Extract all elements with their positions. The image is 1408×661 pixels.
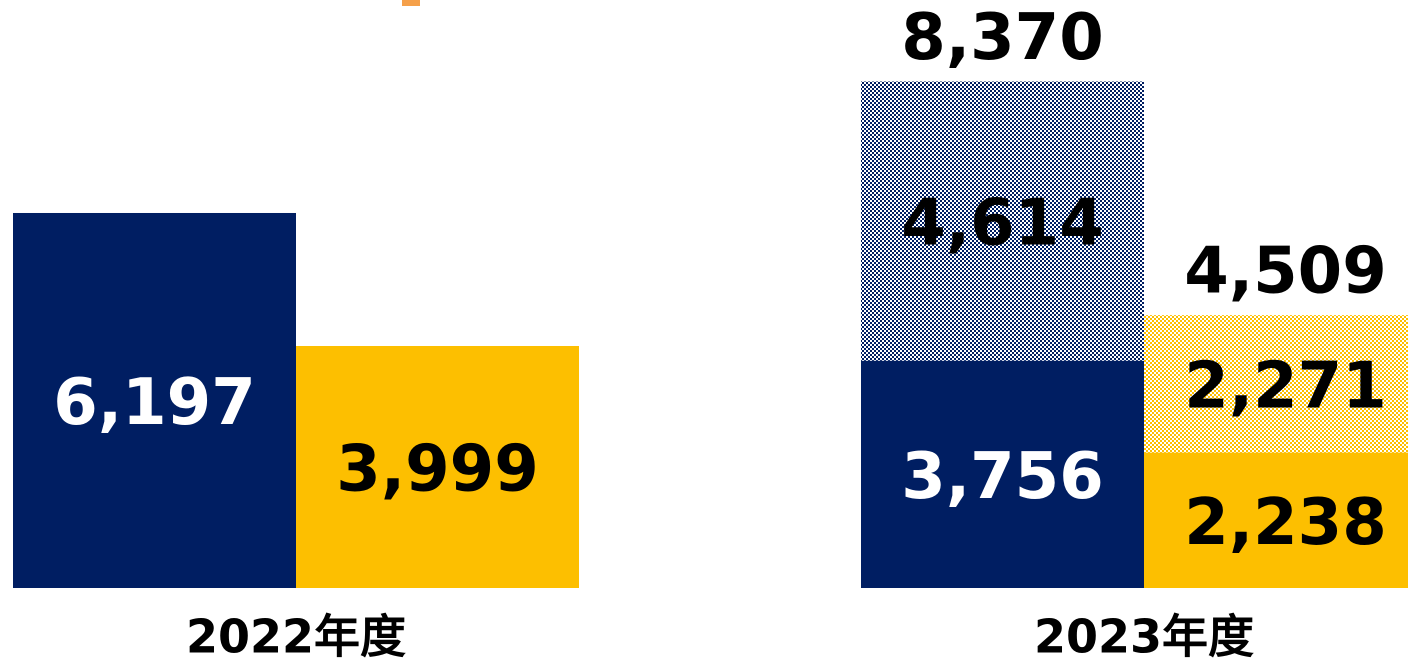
value-label: 3,999 (336, 433, 538, 507)
bar-segment (1144, 315, 1408, 453)
total-label: 4,509 (1184, 235, 1386, 309)
category-label: 2022年度 (186, 610, 406, 661)
value-label: 4,614 (901, 187, 1103, 261)
bar-segment (861, 360, 1144, 588)
value-label: 3,756 (901, 440, 1103, 514)
total-label: 8,370 (901, 1, 1103, 75)
bar-segment (13, 212, 296, 589)
value-label: 6,197 (53, 366, 255, 440)
bar-segment (296, 345, 579, 588)
category-label: 2023年度 (1034, 610, 1254, 661)
value-label: 2,238 (1184, 486, 1386, 560)
clipped-icon (402, 0, 420, 6)
bar-segment (1144, 452, 1408, 588)
bar-segment (861, 81, 1144, 361)
value-label: 2,271 (1184, 349, 1386, 423)
